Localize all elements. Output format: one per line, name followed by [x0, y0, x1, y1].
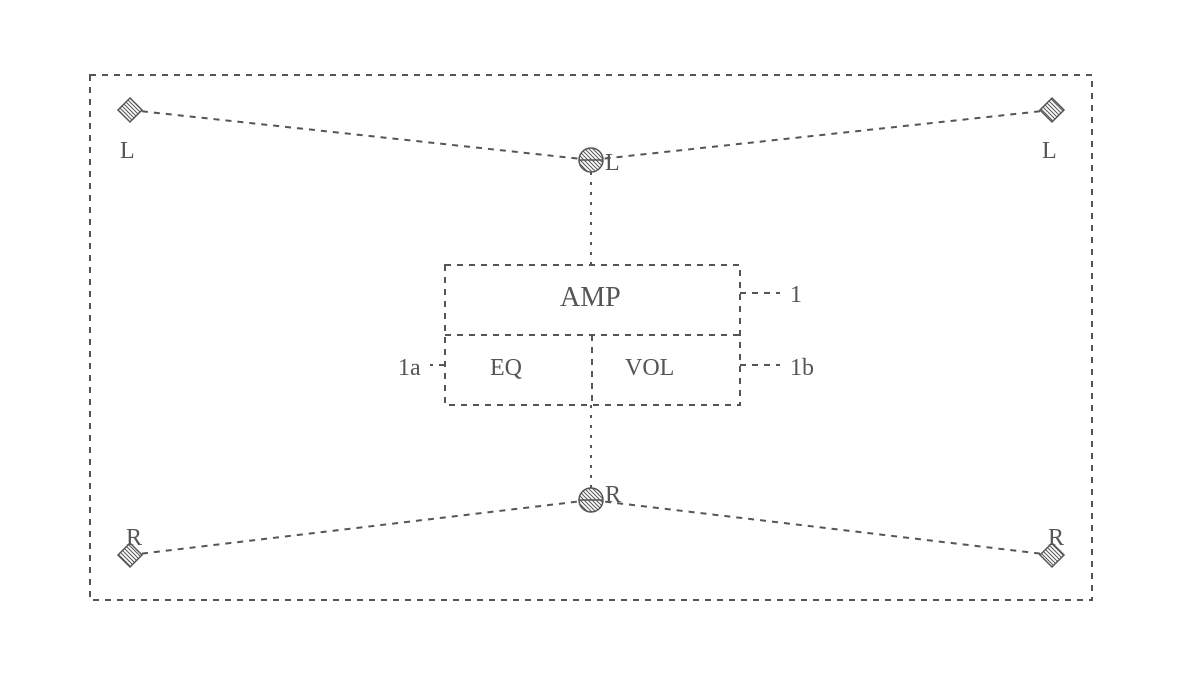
amp-label: AMP	[560, 282, 621, 314]
vol-label: VOL	[625, 355, 674, 382]
amp-ref-label: 1	[790, 282, 802, 309]
node-label-top-right: L	[1042, 138, 1057, 165]
node-label-bottom-center: R	[605, 482, 621, 509]
diagram-svg	[0, 0, 1182, 674]
node-label-bottom-left: R	[126, 525, 142, 552]
node-label-bottom-right: R	[1048, 525, 1064, 552]
eq-label: EQ	[490, 355, 522, 382]
node-label-top-left: L	[120, 138, 135, 165]
diagram-canvas: AMP EQ VOL 1 1a 1b L L L R R R	[0, 0, 1182, 674]
node-label-top-center: L	[605, 150, 620, 177]
eq-ref-label: 1a	[398, 355, 421, 382]
vol-ref-label: 1b	[790, 355, 814, 382]
